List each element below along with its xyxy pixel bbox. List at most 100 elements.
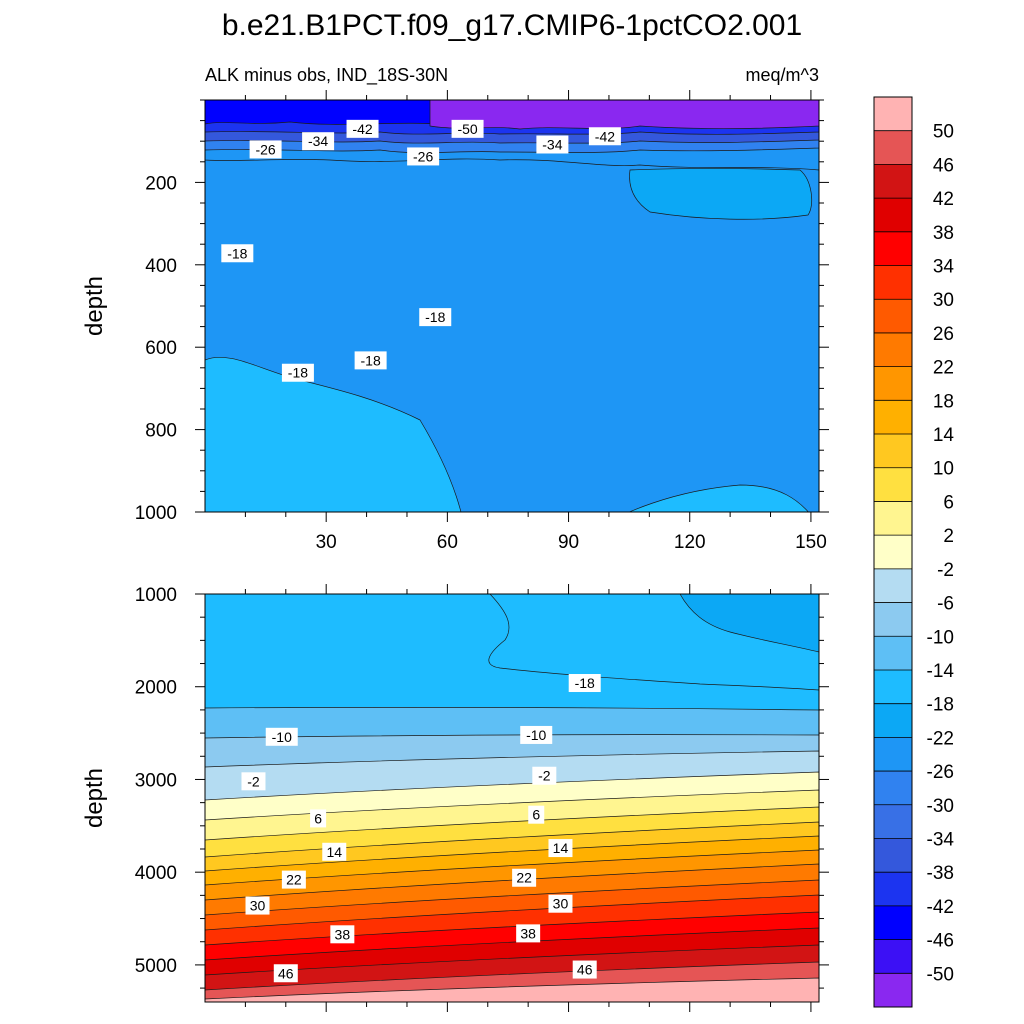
lower-ytick-label: 4000 xyxy=(135,863,177,884)
upper-ytick-label: 1000 xyxy=(135,503,177,524)
colorbar-swatch xyxy=(874,299,912,334)
colorbar-swatch xyxy=(874,467,912,502)
colorbar-label: -6 xyxy=(937,594,954,615)
lower-band-16 xyxy=(205,977,819,1002)
upper-contour-label-box xyxy=(588,127,621,146)
colorbar-label: -46 xyxy=(927,931,954,952)
lower-ytick-label: 2000 xyxy=(135,678,177,699)
lower-contour-label-box xyxy=(520,725,553,744)
lower-contour-label: -18 xyxy=(575,675,595,691)
upper-contour-label: -18 xyxy=(361,352,381,368)
colorbar-label: 18 xyxy=(933,391,954,412)
lower-contour-label: 30 xyxy=(250,898,266,914)
colorbar-swatch xyxy=(874,332,912,368)
colorbar-label: 46 xyxy=(933,155,954,176)
lower-contour-label: 30 xyxy=(553,896,569,912)
right-subtitle: meq/m^3 xyxy=(746,65,819,85)
colorbar-swatch xyxy=(874,737,912,772)
upper-contour-label: -26 xyxy=(413,148,433,164)
colorbar-label: 2 xyxy=(943,526,954,547)
lower-contour-label: 6 xyxy=(532,807,540,823)
colorbar-swatch xyxy=(874,973,912,1008)
colorbar-label: 22 xyxy=(933,358,954,379)
chart-title: b.e21.B1PCT.f09_g17.CMIP6-1pctCO2.001 xyxy=(222,9,802,42)
colorbar-label: -22 xyxy=(927,728,954,749)
upper-ytick-label: 200 xyxy=(145,173,177,194)
upper-xtick-label: 90 xyxy=(558,532,579,553)
upper-ytick-label: 400 xyxy=(145,256,177,277)
lower-contour-label-box xyxy=(528,805,545,824)
lower-contour-label: -10 xyxy=(272,729,292,745)
lower-contour-label: -2 xyxy=(538,768,551,784)
lower-contour-label: 6 xyxy=(314,810,322,826)
lower-contour-label-box xyxy=(310,809,327,828)
lower-ytick-label: 3000 xyxy=(135,770,177,791)
upper-axis-ticks: 30 60 90 120 150 200 400 600 800 1000 xyxy=(135,90,829,553)
upper-y-axis-label: depth xyxy=(81,276,108,336)
lower-contour-label: 38 xyxy=(520,925,536,941)
colorbar-label: 30 xyxy=(933,290,954,311)
colorbar-swatch xyxy=(874,501,912,536)
upper-ytick-label: 600 xyxy=(145,338,177,359)
lower-contour-label: 46 xyxy=(278,965,294,981)
lower-contour-label-box xyxy=(572,960,597,979)
lower-contour-label: 22 xyxy=(516,870,532,886)
lower-ytick-label: 5000 xyxy=(135,956,177,977)
colorbar-swatch xyxy=(874,568,912,604)
upper-xtick-label: 30 xyxy=(316,532,337,553)
upper-contour-label-box xyxy=(536,135,569,154)
upper-contour-label: -42 xyxy=(352,121,372,137)
lower-contour-label: 38 xyxy=(335,926,351,942)
upper-contour-label-box xyxy=(451,119,484,138)
colorbar-label: -50 xyxy=(927,964,954,985)
colorbar-swatch xyxy=(874,771,912,806)
colorbar-swatch xyxy=(874,366,912,401)
upper-contour-label: -34 xyxy=(542,136,562,152)
colorbar-swatch xyxy=(874,130,912,165)
colorbar-swatch xyxy=(874,231,912,267)
colorbar-swatch xyxy=(874,602,912,637)
lower-contour-label-box xyxy=(548,894,573,913)
lower-plot-frame xyxy=(204,593,820,1003)
lower-contour-labels: -18 -10 -10 -2 -2 6 6 14 14 22 22 30 30 38 38 46 46 xyxy=(241,674,601,983)
colorbar-label: -26 xyxy=(927,762,954,783)
colorbar-swatch xyxy=(874,164,912,199)
lower-contour-label: 14 xyxy=(326,844,342,860)
lower-axis-ticks: 1000 2000 3000 4000 5000 xyxy=(135,584,829,1012)
lower-contour-label-box xyxy=(241,772,266,791)
colorbar-swatch xyxy=(874,838,912,873)
lower-contour-line xyxy=(488,594,819,691)
colorbar-swatch xyxy=(874,872,912,907)
colorbar-label: -18 xyxy=(927,695,954,716)
upper-xtick-label: 150 xyxy=(795,532,827,553)
upper-contour-label: -42 xyxy=(595,128,615,144)
colorbar-label: -30 xyxy=(927,796,954,817)
upper-xtick-label: 120 xyxy=(674,532,706,553)
colorbar-label: -34 xyxy=(927,829,955,850)
lower-contour-label: 46 xyxy=(577,962,593,978)
colorbar-label: 10 xyxy=(933,459,954,480)
lower-contour-label-box xyxy=(245,896,270,915)
lower-contour-label-box xyxy=(568,674,601,693)
upper-east-patch xyxy=(629,168,813,220)
colorbar-label: -38 xyxy=(927,863,954,884)
lower-panel: 1000 2000 3000 4000 5000 -18 -10 -10 -2 -2 6 6 14 14… xyxy=(81,584,829,1012)
upper-surface-band-purple xyxy=(429,100,819,130)
upper-contour-label-box xyxy=(407,147,440,166)
upper-xtick-label: 60 xyxy=(437,532,458,553)
lower-contour-label-box xyxy=(512,868,537,887)
colorbar-label: -14 xyxy=(927,661,955,682)
colorbar: 50 46 42 38 34 30 26 22 18 14 10 6 2 -2 -6 -10 -14 -18 -22… xyxy=(873,96,955,1008)
upper-contour-label-box xyxy=(221,244,254,263)
colorbar-frame xyxy=(873,96,913,1008)
lower-ytick-label: 1000 xyxy=(135,585,177,606)
colorbar-swatch xyxy=(874,434,912,469)
lower-contour-label-box xyxy=(548,839,573,858)
upper-contour-label-box xyxy=(302,132,335,151)
colorbar-label: 14 xyxy=(933,425,955,446)
upper-contour-labels: -26 -34 -42 -50 -26 -34 -42 -18 -18 -18 -18 xyxy=(221,119,621,382)
lower-contour-label: -2 xyxy=(247,773,260,789)
upper-panel: 30 60 90 120 150 200 400 600 800 1000 -26 -34 -42 -5… xyxy=(81,90,829,553)
upper-contour-label-box xyxy=(249,140,282,159)
